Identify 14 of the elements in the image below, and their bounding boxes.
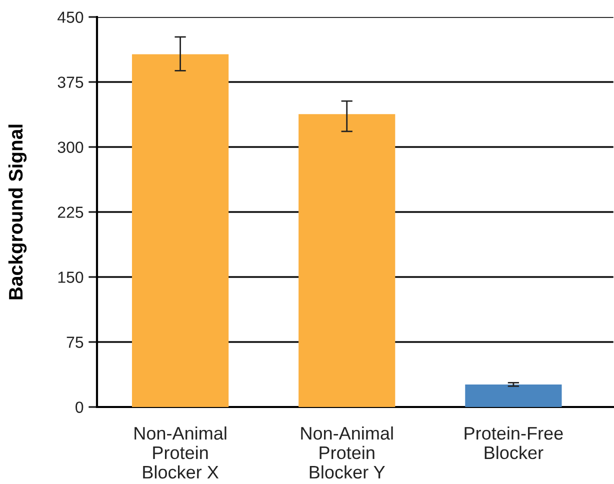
y-tick-label: 450 <box>58 12 84 23</box>
y-tick-label: 300 <box>58 142 84 153</box>
bar <box>465 384 562 407</box>
bar <box>298 114 396 407</box>
y-axis-title: Background Signal <box>8 124 27 300</box>
y-tick-label: 150 <box>58 272 84 283</box>
y-tick-label: 375 <box>58 76 84 88</box>
y-tick-label: 0 <box>76 402 84 413</box>
y-tick-label: 75 <box>66 336 84 348</box>
y-tick-label: 225 <box>58 206 84 218</box>
bar <box>132 54 229 407</box>
x-tick-label: Non-Animal Protein Blocker Y <box>301 426 393 479</box>
x-tick-label: Non-Animal Protein Blocker X <box>134 426 226 479</box>
x-tick-label: Protein-Free Blocker <box>464 426 563 460</box>
